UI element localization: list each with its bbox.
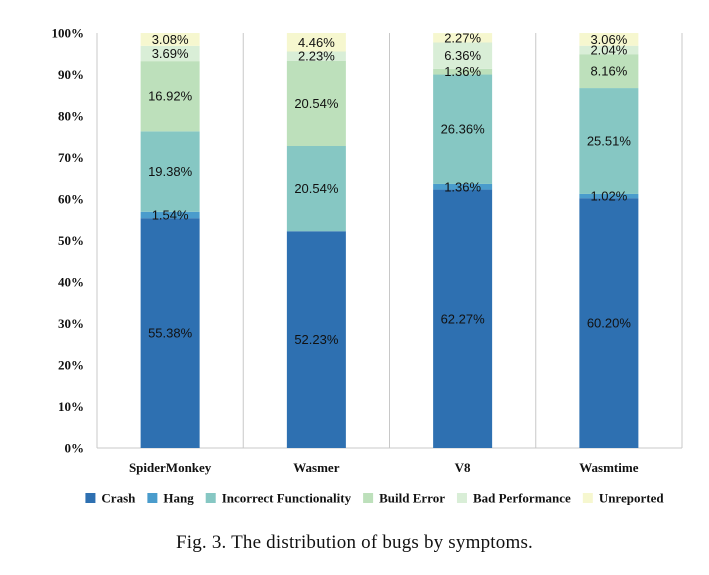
data-label: 55.38% [148,326,193,341]
bar-segment [286,33,346,52]
bar-segment [140,45,200,62]
bar-segment [579,54,639,89]
x-tick-label: Wasmer [293,460,339,475]
data-label: 3.08% [152,32,189,47]
data-label: 52.23% [294,332,339,347]
bar-segment [140,61,200,132]
data-label: 26.36% [441,122,486,137]
legend-label: Crash [101,491,136,506]
data-label: 1.02% [590,189,627,204]
bar-segment [433,42,493,69]
bar-segment [286,231,346,448]
bar-segment [579,193,639,199]
bar-segment [579,88,639,194]
data-label: 1.36% [444,179,481,194]
data-label: 2.27% [444,30,481,45]
y-tick-label: 80% [58,109,84,124]
y-tick-label: 40% [58,275,84,290]
legend-label: Bad Performance [473,491,571,506]
legend-swatch [456,493,467,503]
data-label: 16.92% [148,89,193,104]
data-label: 19.38% [148,164,193,179]
bar-segment [433,33,493,43]
y-tick-label: 70% [58,150,84,165]
bar-segment [140,211,200,219]
legend-label: Hang [163,491,194,506]
bar-segment [140,218,200,448]
data-label: 2.23% [298,49,335,64]
y-tick-label: 90% [58,67,84,82]
bar-segment [579,33,639,46]
y-tick-label: 20% [58,358,84,373]
x-tick-label: SpiderMonkey [129,460,212,475]
data-labels-group: 55.38% 1.54% 19.38% 16.92% 3.69%3.08% 52.23% 2… [148,30,631,347]
legend: Crash Hang Incorrect Functionality Build Er… [85,491,664,506]
bars-group [140,33,639,448]
legend-swatch [363,493,374,503]
legend-swatch [85,493,96,503]
figure-caption: Fig. 3. The distribution of bugs by symp… [175,532,533,553]
bar-segment [286,60,346,147]
bar-segment [433,68,493,75]
bar-segment [579,45,639,55]
legend-swatch [582,493,593,503]
legend-swatch [205,493,216,503]
data-label: 60.20% [587,316,632,331]
y-tick-label: 100% [52,26,85,41]
data-label: 2.04% [590,42,627,57]
data-label: 6.36% [444,48,481,63]
legend-label: Build Error [379,491,445,506]
data-label: 20.54% [294,181,339,196]
bar-segment [433,183,493,190]
y-tick-label: 30% [58,316,84,331]
data-label: 62.27% [441,311,486,326]
bar-segment [286,146,346,232]
legend-label: Unreported [599,491,665,506]
bar-segment [140,131,200,212]
bar-segment [286,51,346,61]
x-tick-label: Wasmtime [579,460,638,475]
data-label: 1.54% [152,207,189,222]
bar-segment [433,189,493,448]
data-label: 20.54% [294,96,339,111]
y-tick-label: 50% [58,233,84,248]
data-label: 25.51% [587,134,632,149]
y-tick-label: 60% [58,192,84,207]
y-tick-label: 10% [58,399,84,414]
x-axis: SpiderMonkey Wasmer V8 Wasmtime [129,460,639,475]
y-tick-label: 0% [65,441,85,456]
data-label: 3.69% [152,46,189,61]
data-label: 8.16% [590,64,627,79]
legend-label: Incorrect Functionality [222,491,352,506]
legend-swatch [147,493,158,503]
bar-segment [433,74,493,184]
data-label: 3.06% [590,32,627,47]
data-label: 4.46% [298,35,335,50]
y-axis: 0% 10% 20% 30% 40% 50% 60% 70% 80% 90% 100% [52,26,85,456]
data-label: 1.36% [444,64,481,79]
bar-segment [140,33,200,46]
x-tick-label: V8 [455,460,471,475]
bar-segment [579,198,639,448]
